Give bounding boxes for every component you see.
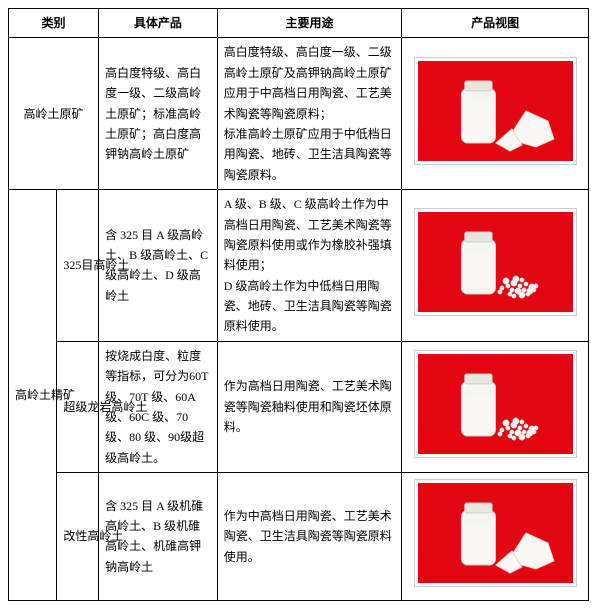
header-image: 产品视图 [402, 9, 589, 38]
product-cell: 含 325 目 A 级高岭土、B 级高岭土、C 级高岭土、D 级高岭土 [99, 190, 218, 342]
subcategory-cell: 超级龙岩高岭土 [57, 341, 99, 472]
product-thumbnail [414, 57, 577, 165]
table-header-row: 类别 具体产品 主要用途 产品视图 [9, 9, 589, 38]
product-table: 类别 具体产品 主要用途 产品视图 高岭土原矿高白度特级、高白度一级、二级高岭土… [8, 8, 589, 601]
product-cell: 高白度特级、高白度一级、二级高岭土原矿；标准高岭土原矿；高白度高钾钠高岭土原矿 [99, 38, 218, 190]
table-row: 高岭土原矿高白度特级、高白度一级、二级高岭土原矿；标准高岭土原矿；高白度高钾钠高… [9, 38, 589, 190]
usage-cell: 作为中高档日用陶瓷、工艺美术陶瓷、卫生洁具陶瓷等陶瓷原料使用。 [217, 473, 402, 600]
usage-cell: A 级、B 级、C 级高岭土作为中高档日用陶瓷、工艺美术陶瓷等陶瓷原料使用或作为… [217, 190, 402, 342]
product-cell: 含 325 目 A 级机碓高岭土、B 级机碓高岭土、机碓高钾钠高岭土 [99, 473, 218, 600]
header-product: 具体产品 [99, 9, 218, 38]
subcategory-cell: 325目高岭土 [57, 190, 99, 342]
product-thumbnail [414, 479, 577, 587]
header-category: 类别 [9, 9, 99, 38]
header-usage: 主要用途 [217, 9, 402, 38]
image-cell [402, 473, 589, 600]
usage-cell: 高白度特级、高白度一级、二级高岭土原矿及高钾钠高岭土原矿应用于中高档日用陶瓷、工… [217, 38, 402, 190]
product-thumbnail [414, 350, 577, 458]
category-cell: 高岭土精矿 [9, 190, 57, 600]
table-row: 超级龙岩高岭土按烧成白度、粒度等指标，可分为60T 级、70T 级、60A 级、… [9, 341, 589, 472]
image-cell [402, 190, 589, 342]
image-cell [402, 38, 589, 190]
category-cell: 高岭土原矿 [9, 38, 99, 190]
table-row: 高岭土精矿325目高岭土含 325 目 A 级高岭土、B 级高岭土、C 级高岭土… [9, 190, 589, 342]
table-row: 改性高岭土含 325 目 A 级机碓高岭土、B 级机碓高岭土、机碓高钾钠高岭土作… [9, 473, 589, 600]
subcategory-cell: 改性高岭土 [57, 473, 99, 600]
usage-cell: 作为高档日用陶瓷、工艺美术陶瓷等陶瓷釉料使用和陶瓷坯体原料。 [217, 341, 402, 472]
image-cell [402, 341, 589, 472]
product-thumbnail [414, 208, 577, 316]
product-cell: 按烧成白度、粒度等指标，可分为60T 级、70T 级、60A 级、60C 级、7… [99, 341, 218, 472]
